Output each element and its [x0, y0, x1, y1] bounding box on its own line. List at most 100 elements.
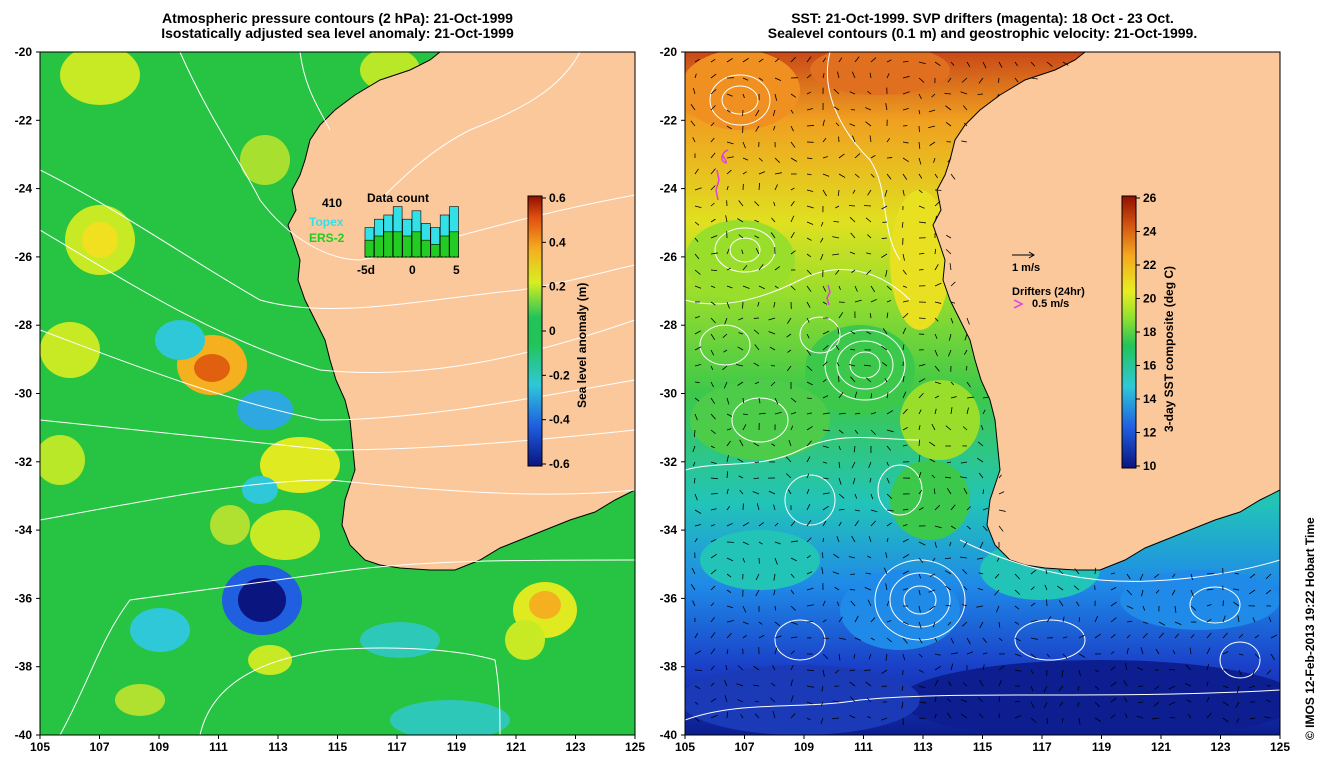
velocity-vector	[742, 605, 747, 613]
velocity-vector	[1078, 669, 1081, 677]
velocity-vector	[867, 716, 872, 719]
velocity-vector	[901, 701, 904, 709]
velocity-vector	[850, 232, 856, 239]
velocity-vector	[883, 567, 888, 575]
velocity-vector	[806, 456, 811, 463]
y-tick-label: -38	[660, 660, 678, 674]
velocity-vector	[726, 573, 732, 578]
velocity-vector	[1186, 699, 1192, 703]
velocity-vector	[772, 109, 776, 117]
inset-x-label-start: -5d	[357, 263, 375, 277]
velocity-vector	[771, 217, 776, 223]
velocity-vector	[1094, 685, 1100, 691]
velocity-vector	[849, 251, 856, 255]
velocity-vector	[822, 653, 829, 660]
velocity-vector	[838, 461, 841, 469]
velocity-vector	[866, 377, 872, 383]
velocity-vector	[838, 412, 846, 415]
velocity-vector	[886, 392, 889, 399]
velocity-vector	[1057, 585, 1064, 591]
velocity-vector	[806, 349, 811, 356]
velocity-vector	[806, 381, 813, 386]
velocity-vector	[694, 168, 699, 175]
velocity-vector	[738, 332, 744, 335]
velocity-vector	[1238, 653, 1244, 656]
y-tick-label: -36	[660, 591, 678, 605]
velocity-vector	[710, 122, 715, 127]
velocity-vector	[710, 105, 716, 111]
velocity-vector	[1265, 573, 1272, 580]
velocity-vector	[758, 397, 761, 404]
velocity-vector	[918, 541, 926, 546]
y-tick-label: -28	[660, 318, 678, 332]
velocity-vector	[755, 573, 760, 581]
velocity-vector	[934, 349, 938, 357]
velocity-vector	[1168, 701, 1176, 706]
velocity-vector	[788, 489, 792, 495]
velocity-vector	[960, 476, 968, 479]
velocity-vector	[758, 171, 766, 175]
velocity-vector	[710, 397, 716, 404]
velocity-vector	[1185, 664, 1192, 671]
y-tick-label: -24	[660, 182, 678, 196]
velocity-vector	[1158, 621, 1166, 626]
velocity-vector	[918, 685, 926, 689]
velocity-vector	[756, 503, 760, 511]
velocity-vector	[726, 58, 733, 63]
velocity-vector	[773, 589, 776, 596]
velocity-vector	[726, 397, 730, 405]
y-tick-label: -32	[660, 455, 678, 469]
velocity-vector	[820, 701, 824, 707]
velocity-vector	[948, 681, 952, 687]
velocity-vector	[998, 77, 1000, 84]
velocity-vector	[742, 557, 746, 563]
velocity-vector	[726, 633, 732, 639]
velocity-vector	[918, 701, 926, 704]
velocity-vector	[886, 637, 892, 643]
velocity-vector	[822, 361, 828, 367]
velocity-vector	[934, 665, 942, 671]
velocity-vector	[902, 391, 907, 399]
velocity-vector	[694, 538, 698, 543]
velocity-vector	[787, 365, 792, 372]
velocity-vector	[774, 93, 778, 101]
velocity-vector	[853, 445, 856, 453]
velocity-vector	[788, 439, 792, 447]
velocity-vector	[710, 333, 716, 341]
velocity-vector	[978, 77, 984, 84]
velocity-vector	[790, 695, 794, 703]
velocity-vector	[864, 587, 872, 591]
colorbar-tick-label: 12	[1143, 426, 1157, 440]
velocity-vector	[849, 216, 856, 223]
velocity-vector	[867, 234, 872, 239]
velocity-vector	[710, 317, 716, 324]
velocity-vector	[881, 717, 888, 721]
velocity-vector	[790, 650, 795, 655]
velocity-vector	[918, 157, 922, 165]
velocity-vector	[710, 665, 715, 671]
velocity-vector	[1074, 568, 1080, 575]
velocity-vector	[754, 219, 760, 223]
velocity-vector	[960, 556, 968, 559]
velocity-vector	[694, 413, 698, 421]
velocity-vector	[870, 412, 877, 415]
velocity-vector	[737, 218, 744, 223]
velocity-vector	[902, 285, 907, 288]
velocity-vector	[1014, 77, 1019, 83]
velocity-vector	[822, 600, 826, 607]
velocity-vector	[881, 669, 888, 675]
velocity-vector	[1030, 61, 1036, 67]
velocity-vector	[886, 299, 892, 303]
velocity-vector	[1190, 634, 1195, 639]
velocity-vector	[710, 168, 716, 175]
velocity-vector	[1030, 717, 1037, 723]
velocity-vector	[868, 461, 872, 468]
velocity-vector	[946, 461, 952, 464]
velocity-vector	[692, 445, 696, 452]
velocity-vector	[833, 88, 840, 95]
velocity-vector	[758, 182, 761, 191]
right-title-line2: Sealevel contours (0.1 m) and geostrophi…	[767, 25, 1198, 41]
velocity-vector	[822, 345, 829, 351]
velocity-vector	[854, 509, 860, 512]
colorbar-tick-label: -0.4	[549, 413, 570, 427]
